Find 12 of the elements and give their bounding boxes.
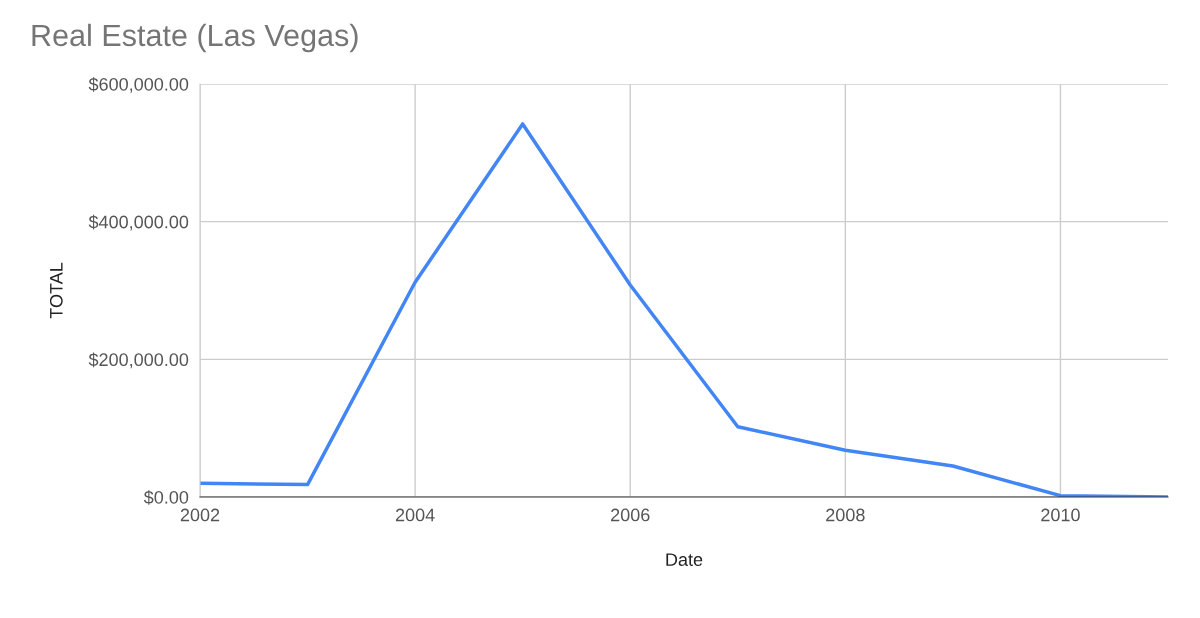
x-tick-label: 2006 (611, 508, 650, 522)
x-tick-label: 2004 (395, 508, 435, 522)
y-tick-label: $600,000.00 (88, 77, 189, 93)
y-tick-label: $0.00 (143, 490, 189, 505)
y-axis-title: TOTAL (49, 262, 63, 319)
chart-title: Real Estate (Las Vegas) (32, 23, 358, 53)
x-tick-label: 2008 (826, 508, 865, 522)
x-tick-label: 2010 (1041, 508, 1080, 522)
x-tick-label: 2002 (180, 508, 220, 522)
y-tick-label: $400,000.00 (88, 214, 189, 231)
y-tick-label: $200,000.00 (88, 352, 189, 369)
x-axis-title: Date (666, 553, 703, 566)
